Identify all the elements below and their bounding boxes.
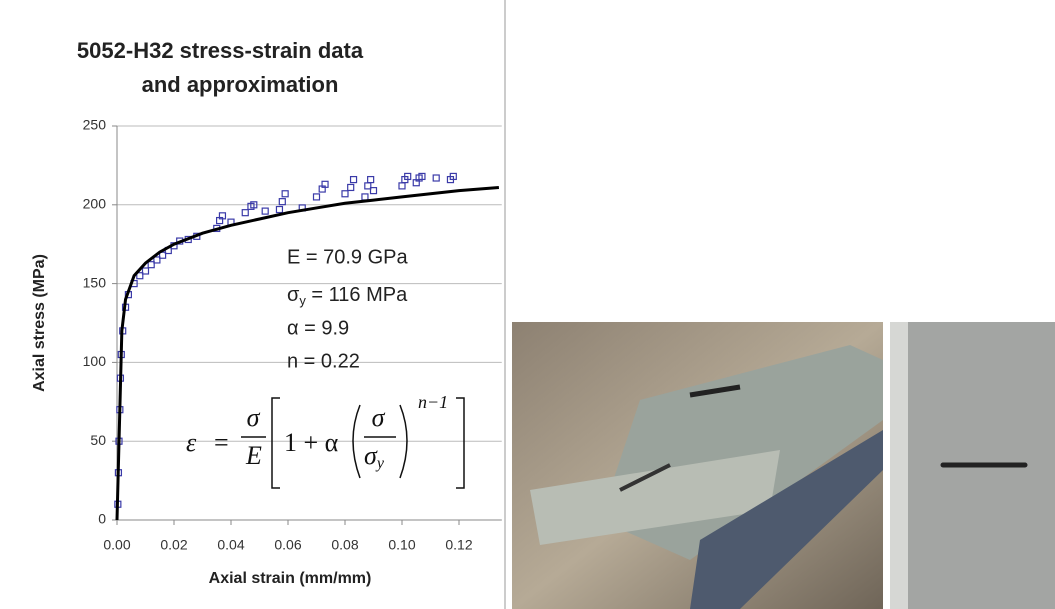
- equation-text: 1 + α: [284, 428, 339, 457]
- data-point: [433, 175, 439, 181]
- annotation: n = 0.22: [287, 350, 360, 372]
- data-point: [368, 177, 374, 183]
- y-tick-label: 250: [83, 117, 107, 133]
- y-tick-label: 200: [83, 196, 107, 212]
- annotation: = 116 MPa: [306, 284, 408, 306]
- x-tick-label: 0.12: [445, 537, 472, 553]
- figure: 5052-H32 stress-strain data and approxim…: [0, 0, 1055, 609]
- equation-text: E: [245, 441, 262, 470]
- bracket: [456, 398, 464, 488]
- equation-text: σ: [247, 403, 261, 432]
- equation-text: σ: [372, 403, 386, 432]
- x-tick-label: 0.10: [388, 537, 415, 553]
- chart-title: and approximation: [142, 72, 339, 97]
- x-tick-label: 0.04: [217, 537, 244, 553]
- x-tick-label: 0.00: [103, 537, 130, 553]
- y-tick-label: 50: [90, 432, 106, 448]
- chart-title: 5052-H32 stress-strain data: [77, 38, 364, 63]
- y-tick-label: 150: [83, 274, 107, 290]
- y-tick-label: 100: [83, 353, 107, 369]
- data-point: [342, 191, 348, 197]
- equation-text: 1 + α: [284, 428, 339, 457]
- annotation: α = 9.9: [287, 317, 349, 339]
- bracket: [272, 398, 280, 488]
- equation-text: σy: [364, 441, 385, 472]
- data-point: [262, 208, 268, 214]
- photo: [512, 322, 883, 609]
- data-point: [314, 194, 320, 200]
- x-axis-label: Axial strain (mm/mm): [209, 570, 372, 587]
- data-point: [242, 210, 248, 216]
- annotation: E = 70.9 GPa: [287, 246, 409, 268]
- photo: [890, 322, 1055, 609]
- data-point: [371, 188, 377, 194]
- data-point: [348, 184, 354, 190]
- y-axis-label: Axial stress (MPa): [31, 254, 48, 392]
- equation-text: ε: [186, 428, 197, 457]
- equation: ε = σ E 1 + α σ σy n−1: [186, 392, 464, 488]
- data-point: [362, 194, 368, 200]
- data-point: [282, 191, 288, 197]
- data-point: [399, 183, 405, 189]
- x-tick-label: 0.02: [160, 537, 187, 553]
- data-point: [351, 177, 357, 183]
- equation-text: n−1: [418, 392, 448, 412]
- annotation: σy = 116 MPa: [287, 284, 408, 308]
- y-tick-label: 0: [98, 511, 106, 527]
- data-point: [276, 207, 282, 213]
- x-tick-label: 0.06: [274, 537, 301, 553]
- data-point: [279, 199, 285, 205]
- annotations: E = 70.9 GPa σy = 116 MPa α = 9.9 n = 0.…: [287, 246, 409, 372]
- specimen-edge: [890, 322, 908, 609]
- equation-text: =: [214, 428, 229, 457]
- annotation: σ: [287, 284, 300, 306]
- equation-text: y: [375, 455, 385, 472]
- data-point: [365, 183, 371, 189]
- x-tick-label: 0.08: [331, 537, 358, 553]
